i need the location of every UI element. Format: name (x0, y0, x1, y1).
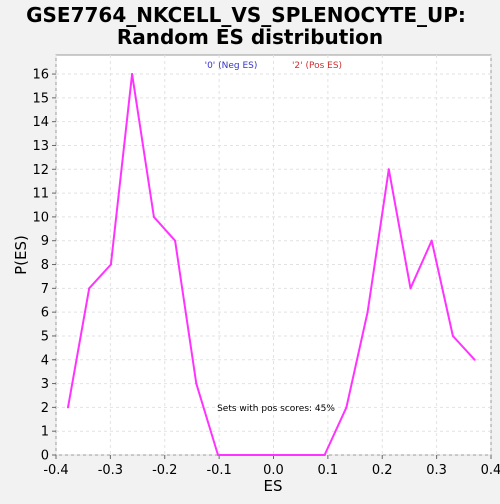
pes-data-point (174, 239, 177, 242)
y-tick-label: 11 (32, 187, 49, 202)
pes-data-point (366, 311, 369, 314)
y-tick-label: 13 (32, 139, 49, 154)
y-tick-label: 12 (32, 163, 49, 178)
y-tick-label: 3 (41, 377, 49, 392)
pes-data-point (152, 215, 155, 218)
y-tick-label: 14 (32, 115, 49, 130)
x-tick-label: 0.2 (372, 463, 393, 478)
y-tick-label: 0 (41, 449, 49, 464)
y-tick-label: 5 (41, 329, 49, 344)
x-tick-label: 0.0 (263, 463, 284, 478)
y-tick-label: 9 (41, 234, 49, 249)
series-layer (66, 73, 476, 456)
pes-data-point (195, 382, 198, 385)
x-tick-label: 0.1 (318, 463, 339, 478)
x-tick-label: -0.1 (206, 463, 231, 478)
pes-data-point (281, 454, 284, 456)
pos-scores-annotation: Sets with pos scores: 45% (217, 404, 335, 414)
chart-title-line-2: Random ES distribution (117, 25, 383, 49)
x-tick-label: -0.4 (43, 463, 68, 478)
legend-entry-neg-es: '0' (Neg ES) (205, 61, 258, 71)
y-tick-label: 2 (41, 401, 49, 416)
pes-data-point (238, 454, 241, 456)
pes-data-point (323, 454, 326, 456)
x-tick-label: -0.3 (98, 463, 123, 478)
x-tick-label: 0.3 (426, 463, 447, 478)
pes-data-point (387, 168, 390, 171)
y-tick-label: 10 (32, 210, 49, 225)
legend-entry-pos-es: '2' (Pos ES) (292, 61, 342, 71)
pes-data-point (409, 287, 412, 290)
pes-data-point (473, 358, 476, 361)
pes-data-point (217, 454, 220, 456)
y-tick-label: 4 (41, 353, 49, 368)
pes-data-point (430, 239, 433, 242)
pes-data-point (131, 73, 134, 76)
x-axis-label: ES (264, 477, 283, 495)
chart-title-line-1: GSE7764_NKCELL_VS_SPLENOCYTE_UP: (26, 3, 466, 27)
pes-series-line (67, 73, 476, 456)
pes-data-point (345, 406, 348, 409)
pes-data-point (66, 406, 69, 409)
y-tick-label: 15 (32, 91, 49, 106)
pes-data-point (88, 287, 91, 290)
y-tick-label: 6 (41, 306, 49, 321)
grid-lines (55, 55, 492, 456)
y-tick-label: 8 (41, 258, 49, 273)
y-axis-label: P(ES) (12, 235, 30, 275)
y-tick-label: 1 (41, 425, 49, 440)
y-tick-label: 16 (32, 68, 49, 83)
y-tick-label: 7 (41, 282, 49, 297)
x-tick-label: -0.2 (152, 463, 177, 478)
x-tick-label: 0.4 (481, 463, 500, 478)
pes-data-point (302, 454, 305, 456)
pes-data-point (109, 263, 112, 266)
pes-data-point (259, 454, 262, 456)
pes-data-point (451, 334, 454, 337)
